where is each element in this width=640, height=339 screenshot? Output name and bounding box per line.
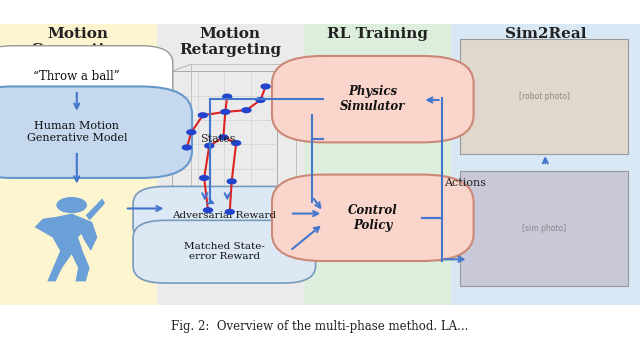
Circle shape: [232, 141, 241, 145]
Circle shape: [187, 130, 196, 135]
Polygon shape: [35, 214, 97, 281]
Text: “Throw a ball”: “Throw a ball”: [33, 70, 120, 83]
FancyBboxPatch shape: [0, 86, 192, 178]
Text: [robot photo]: [robot photo]: [518, 92, 570, 101]
Circle shape: [56, 197, 87, 213]
Bar: [304, 24, 451, 305]
Circle shape: [242, 108, 251, 113]
Polygon shape: [86, 198, 105, 220]
Text: Actions: Actions: [444, 178, 486, 188]
Text: Fig. 2:  Overview of the multi-phase method. LA...: Fig. 2: Overview of the multi-phase meth…: [172, 320, 468, 333]
Text: RL Training: RL Training: [327, 27, 428, 41]
Circle shape: [221, 109, 230, 114]
Circle shape: [225, 210, 234, 214]
Text: Adversarial Reward: Adversarial Reward: [172, 211, 276, 220]
Text: Motion
Generation: Motion Generation: [31, 27, 126, 57]
Bar: [460, 39, 628, 154]
Circle shape: [223, 94, 232, 99]
Circle shape: [204, 208, 212, 213]
Bar: [0, 24, 157, 305]
Bar: [451, 24, 640, 305]
FancyBboxPatch shape: [272, 56, 474, 142]
Circle shape: [200, 176, 209, 180]
Text: Control
Policy: Control Policy: [348, 204, 397, 232]
FancyBboxPatch shape: [133, 220, 316, 283]
Circle shape: [182, 145, 191, 150]
Circle shape: [219, 135, 228, 140]
FancyBboxPatch shape: [0, 46, 173, 107]
Text: [sim photo]: [sim photo]: [522, 224, 566, 233]
Circle shape: [198, 113, 207, 118]
Circle shape: [256, 98, 265, 102]
Circle shape: [261, 84, 270, 89]
Circle shape: [227, 179, 236, 184]
Text: Physics
Simulator: Physics Simulator: [340, 85, 406, 113]
Bar: [460, 171, 628, 286]
Text: Sim2Real: Sim2Real: [505, 27, 586, 41]
FancyBboxPatch shape: [133, 186, 316, 244]
Text: Motion
Retargeting: Motion Retargeting: [179, 27, 282, 57]
Text: States: States: [200, 134, 235, 144]
Bar: [157, 24, 304, 305]
FancyBboxPatch shape: [272, 175, 474, 261]
Circle shape: [205, 143, 214, 148]
Text: Human Motion
Generative Model: Human Motion Generative Model: [26, 121, 127, 143]
Text: Matched State-
error Reward: Matched State- error Reward: [184, 242, 265, 261]
